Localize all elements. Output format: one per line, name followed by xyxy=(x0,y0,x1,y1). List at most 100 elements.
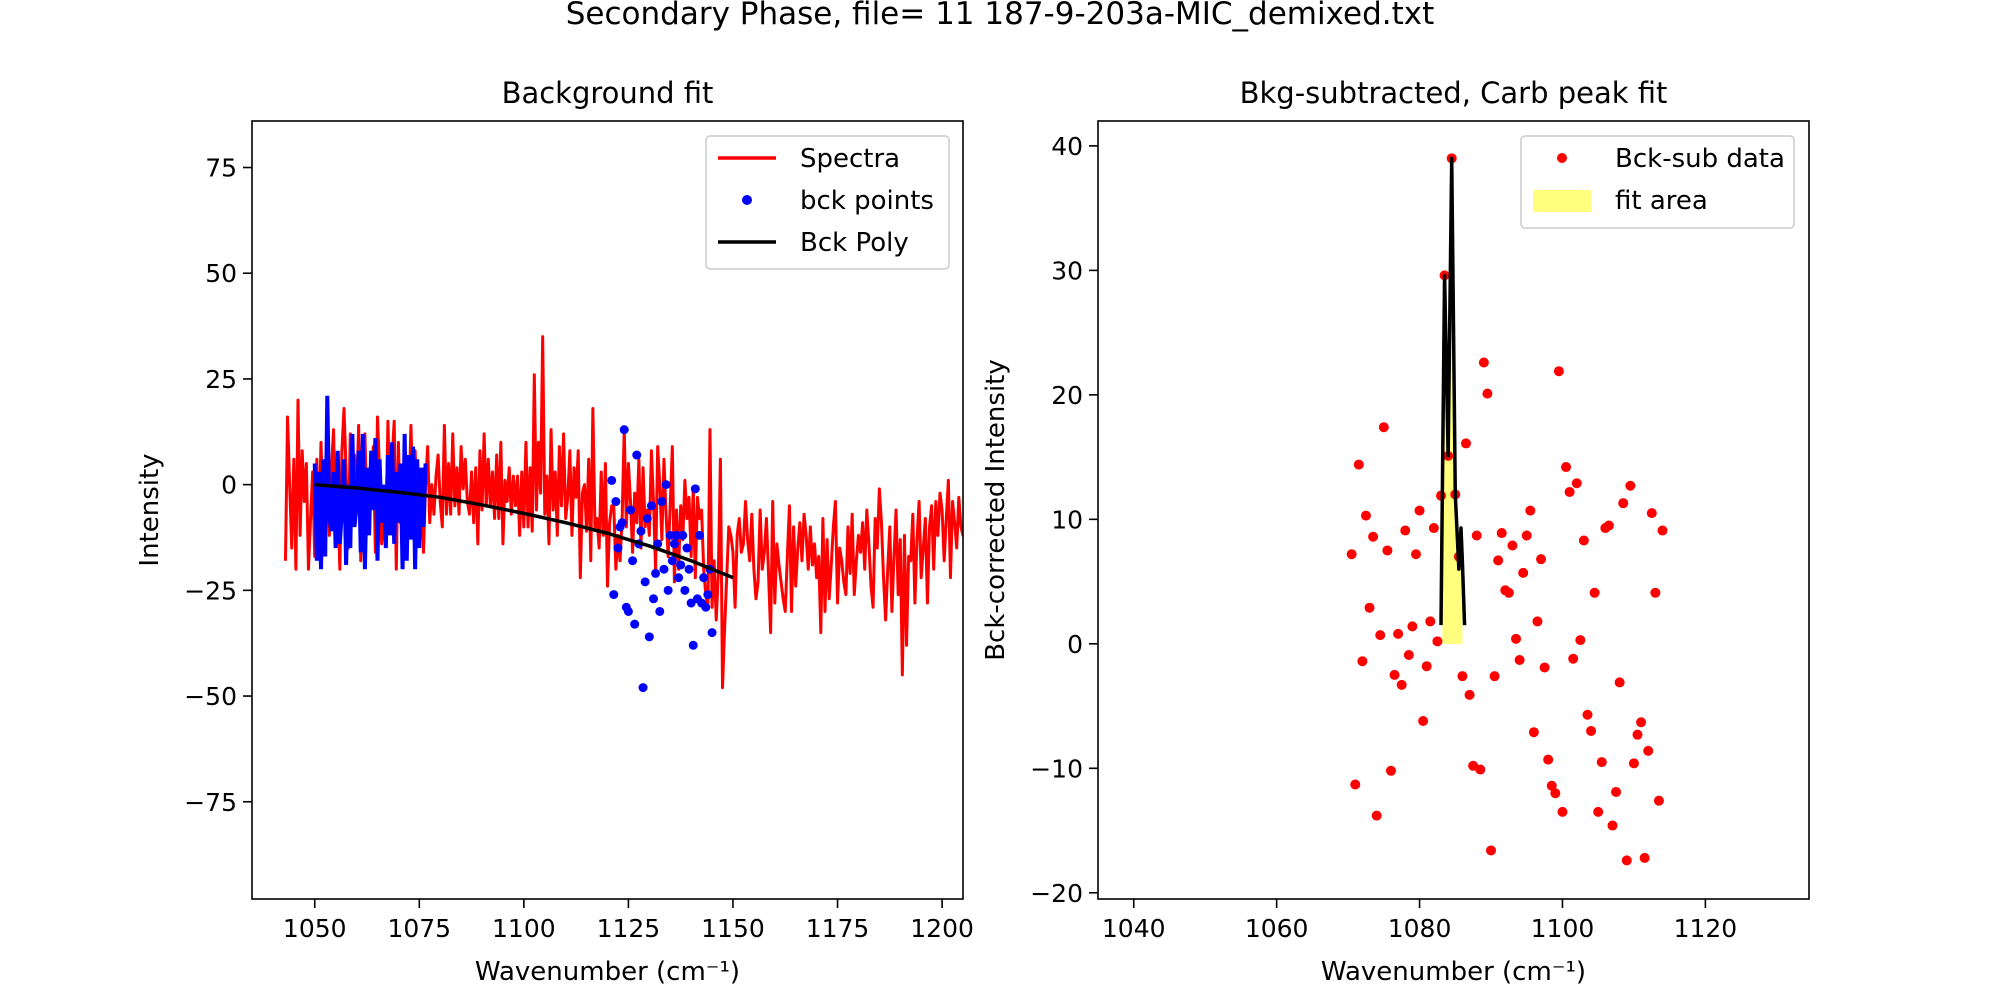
data-point xyxy=(1625,480,1636,491)
bck-point xyxy=(655,606,665,616)
data-point xyxy=(1550,788,1561,799)
bck-point xyxy=(632,450,642,460)
data-point xyxy=(1539,662,1550,673)
bck-point xyxy=(613,543,623,553)
data-point xyxy=(1643,745,1654,756)
data-point xyxy=(1357,656,1368,667)
bck-point xyxy=(703,590,713,600)
plot-area xyxy=(283,335,963,693)
data-point xyxy=(1561,462,1572,473)
data-point xyxy=(1553,366,1564,377)
data-point xyxy=(1532,616,1543,627)
bck-point xyxy=(640,577,650,587)
y-tick-label: 30 xyxy=(1051,256,1083,285)
legend-handle-marker xyxy=(1557,153,1567,163)
y-tick-label: −10 xyxy=(1030,754,1083,783)
data-point xyxy=(1514,654,1525,665)
data-point xyxy=(1575,635,1586,646)
data-point xyxy=(1593,806,1604,817)
plot-area xyxy=(1346,153,1668,866)
data-point xyxy=(1632,729,1643,740)
data-point xyxy=(1461,438,1472,449)
data-point xyxy=(1503,587,1514,598)
bck-point xyxy=(682,543,692,553)
x-ticks: 1050 1075 1100 1125 1150 1175 1200 xyxy=(283,899,974,943)
data-point xyxy=(1536,554,1547,565)
data-point xyxy=(1621,855,1632,866)
data-point xyxy=(1421,661,1432,672)
bck-point xyxy=(667,556,677,566)
data-point xyxy=(1475,764,1486,775)
data-point xyxy=(1371,810,1382,821)
data-point xyxy=(1407,621,1418,632)
data-point xyxy=(1589,587,1600,598)
axes-title: Background fit xyxy=(502,76,714,110)
series-line-spectra xyxy=(283,335,963,690)
data-point xyxy=(1375,630,1386,641)
data-point xyxy=(1486,845,1497,856)
legend-label: Bck Poly xyxy=(800,228,909,258)
x-tick-label: 1120 xyxy=(1674,914,1738,943)
data-point xyxy=(1618,498,1629,509)
bck-point xyxy=(651,568,661,578)
data-point xyxy=(1639,852,1650,863)
data-point xyxy=(1382,545,1393,556)
bck-point xyxy=(695,530,705,540)
legend: Bck-sub data fit area xyxy=(1520,135,1795,229)
data-point xyxy=(1346,549,1357,560)
y-tick-label: −20 xyxy=(1030,879,1083,908)
y-tick-label: −25 xyxy=(184,576,237,605)
x-tick-label: 1175 xyxy=(806,914,870,943)
y-tick-label: −75 xyxy=(184,788,237,817)
data-point xyxy=(1607,820,1618,831)
data-point xyxy=(1410,549,1421,560)
legend-label: Bck-sub data xyxy=(1615,144,1785,174)
data-point xyxy=(1564,486,1575,497)
data-point xyxy=(1425,616,1436,627)
x-tick-label: 1150 xyxy=(701,914,765,943)
bck-point xyxy=(626,505,636,515)
data-point xyxy=(1528,727,1539,738)
axes-frame xyxy=(251,120,964,900)
data-point xyxy=(1636,717,1647,728)
bck-point xyxy=(638,683,648,693)
x-ticks: 1040 1060 1080 1100 1120 xyxy=(1102,899,1737,943)
y-tick-label: 0 xyxy=(1067,630,1083,659)
data-point xyxy=(1611,786,1622,797)
bck-point xyxy=(663,585,673,595)
series-line-fit xyxy=(1439,156,1467,626)
bck-point xyxy=(611,497,621,507)
y-tick-label: 25 xyxy=(205,365,237,394)
data-point xyxy=(1650,587,1661,598)
bck-point xyxy=(684,564,694,574)
bck-point xyxy=(642,513,652,523)
data-point xyxy=(1586,725,1597,736)
bck-point xyxy=(680,585,690,595)
data-point xyxy=(1596,757,1607,768)
legend: Spectra bck points Bck Poly xyxy=(705,135,950,270)
data-point xyxy=(1525,505,1536,516)
legend-handle-marker xyxy=(742,195,752,205)
bck-point xyxy=(688,640,698,650)
bck-point xyxy=(678,530,688,540)
data-point xyxy=(1511,633,1522,644)
data-point xyxy=(1393,628,1404,639)
bck-point xyxy=(644,632,654,642)
data-point xyxy=(1378,422,1389,433)
data-point xyxy=(1428,523,1439,534)
bck-point xyxy=(623,606,633,616)
x-tick-label: 1075 xyxy=(387,914,451,943)
x-axis-label: Wavenumber (cm⁻¹) xyxy=(475,957,740,987)
bck-point xyxy=(676,560,686,570)
bck-point xyxy=(699,573,709,583)
fit-area xyxy=(1442,164,1463,644)
y-tick-label: 40 xyxy=(1051,132,1083,161)
data-point xyxy=(1543,754,1554,765)
data-point xyxy=(1389,669,1400,680)
bck-point xyxy=(669,539,679,549)
x-tick-label: 1050 xyxy=(283,914,347,943)
bck-point xyxy=(690,484,700,494)
data-point xyxy=(1571,478,1582,489)
x-axis-label: Wavenumber (cm⁻¹) xyxy=(1321,957,1586,987)
